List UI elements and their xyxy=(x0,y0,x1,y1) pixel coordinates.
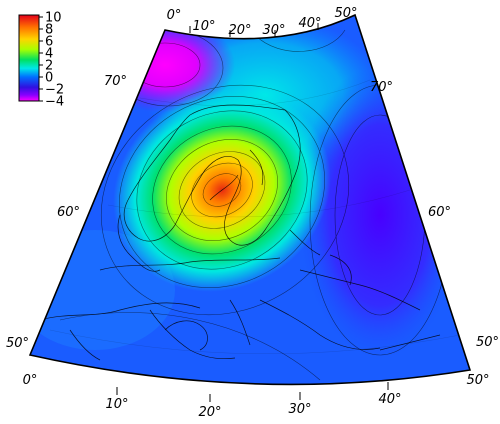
lon-label-top-40: 40° xyxy=(298,16,321,31)
longitude-labels-bottom: 0° 10° 20° 30° 40° 50° xyxy=(23,373,490,420)
colorbar-tick-label: 6 xyxy=(45,35,53,50)
colorbar-tick-label: −2 xyxy=(45,83,64,98)
lon-label-bottom-0: 0° xyxy=(23,373,38,388)
colorbar-tick-label: 4 xyxy=(45,47,53,62)
colorbar-tick-label: 8 xyxy=(45,23,53,38)
latitude-labels-left: 70° 60° 50° xyxy=(6,74,127,351)
colorbar-tick-label: 10 xyxy=(45,11,62,26)
contour-lines xyxy=(59,29,451,381)
lon-label-top-50: 50° xyxy=(334,6,357,21)
lon-label-top-20: 20° xyxy=(228,23,251,38)
colorbar-tick-label: 0 xyxy=(45,71,53,86)
lon-label-top-0: 0° xyxy=(167,8,182,23)
lat-label-right-70: 70° xyxy=(370,80,393,95)
lat-label-right-50: 50° xyxy=(476,335,499,350)
map-frame xyxy=(28,13,472,386)
lon-label-top-30: 30° xyxy=(262,23,285,38)
lat-label-left-70: 70° xyxy=(104,74,127,89)
latitude-labels-right: 70° 60° 50° xyxy=(370,80,499,350)
frame-ticks xyxy=(116,23,389,402)
lat-label-left-60: 60° xyxy=(57,205,80,220)
colorbar-tick-label: −4 xyxy=(45,95,64,110)
coastlines xyxy=(39,104,441,361)
lat-label-left-50: 50° xyxy=(6,336,29,351)
colorbar-ticks xyxy=(39,16,43,102)
colorbar-tick-label: 2 xyxy=(45,59,53,74)
lon-label-top-10: 10° xyxy=(192,19,215,34)
colorbar-gradient xyxy=(18,14,40,102)
lon-label-bottom-10: 10° xyxy=(105,397,128,412)
lon-label-bottom-30: 30° xyxy=(288,402,311,417)
lon-label-bottom-50: 50° xyxy=(466,373,489,388)
lon-label-bottom-40: 40° xyxy=(378,392,401,407)
lon-label-bottom-20: 20° xyxy=(198,405,221,420)
longitude-labels-top: 0° 10° 20° 30° 40° 50° xyxy=(167,6,358,38)
lat-label-right-60: 60° xyxy=(428,205,451,220)
